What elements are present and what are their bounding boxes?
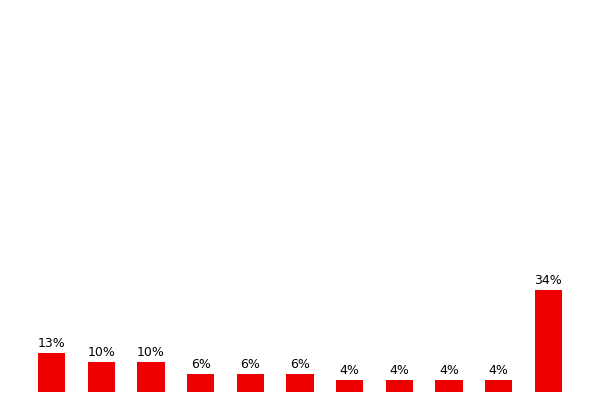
Bar	[88, 362, 115, 392]
Bar	[286, 374, 314, 392]
Text: 6%: 6%	[191, 358, 211, 371]
Bar	[435, 380, 463, 392]
Text: 10%: 10%	[88, 346, 115, 359]
Bar	[386, 380, 413, 392]
Text: 34%: 34%	[534, 274, 562, 287]
Bar	[237, 374, 264, 392]
Text: 10%: 10%	[137, 346, 165, 359]
Text: 4%: 4%	[340, 364, 359, 377]
Bar	[535, 290, 562, 392]
Text: 4%: 4%	[389, 364, 409, 377]
Bar	[187, 374, 214, 392]
Text: 6%: 6%	[290, 358, 310, 371]
Bar	[38, 353, 65, 392]
Bar	[485, 380, 512, 392]
Text: 6%: 6%	[241, 358, 260, 371]
Bar	[137, 362, 165, 392]
Text: 4%: 4%	[488, 364, 508, 377]
Bar	[336, 380, 363, 392]
Text: 4%: 4%	[439, 364, 459, 377]
Text: 13%: 13%	[38, 337, 66, 350]
